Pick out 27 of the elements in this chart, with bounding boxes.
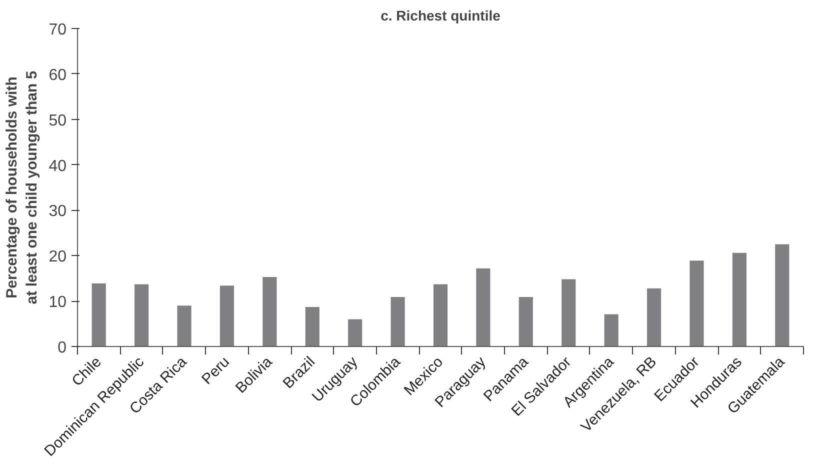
y-tick-label: 60	[48, 66, 67, 84]
bar	[305, 306, 320, 346]
bar	[348, 319, 362, 346]
bar	[476, 268, 490, 346]
y-tick-label: 10	[48, 294, 67, 312]
bar	[220, 286, 234, 346]
chart-title: c. Richest quintile	[380, 8, 501, 24]
y-axis-title: Percentage of households with at least one child younger than 5	[3, 70, 41, 304]
bar	[177, 306, 192, 346]
bar	[92, 283, 106, 346]
bar	[433, 284, 448, 346]
y-tick-label: 70	[48, 22, 67, 38]
bar	[134, 284, 149, 346]
y-tick-label: 50	[48, 112, 67, 130]
bar	[518, 296, 533, 346]
bar	[646, 288, 662, 346]
bar	[690, 260, 704, 346]
bar	[390, 296, 405, 346]
bar	[775, 244, 790, 346]
y-tick-label: 40	[48, 158, 67, 175]
bar	[262, 276, 277, 346]
y-tick-label: 20	[48, 248, 67, 266]
bar	[562, 279, 576, 346]
bar	[604, 314, 618, 346]
bar	[732, 252, 746, 346]
y-tick-label: 0	[58, 340, 67, 356]
y-tick-label: 30	[48, 203, 67, 220]
